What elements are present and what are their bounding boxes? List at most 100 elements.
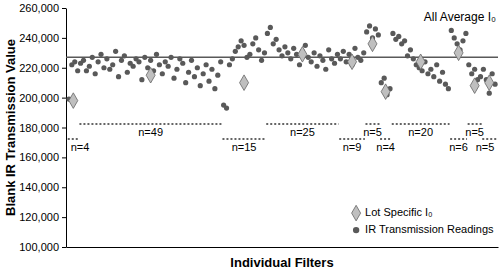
y-tick: 160,000 [19, 151, 66, 163]
series-0 [69, 36, 494, 108]
reading-point [434, 62, 439, 67]
reading-point [265, 31, 270, 36]
reading-point [268, 25, 273, 30]
y-tick-label: 220,000 [19, 62, 59, 74]
y-tick-mark [62, 8, 66, 9]
reading-point [142, 55, 147, 60]
reading-point [201, 71, 206, 76]
reading-point [230, 56, 235, 61]
lot-marker [368, 36, 377, 52]
reading-point [449, 28, 454, 33]
y-tick: 100,000 [19, 241, 66, 253]
reading-point [189, 58, 194, 63]
reading-point [236, 44, 241, 49]
group-line [266, 123, 338, 125]
lot-marker [69, 93, 78, 109]
reading-point [285, 50, 290, 55]
reading-point [198, 83, 203, 88]
reading-point [478, 74, 483, 79]
reading-point [174, 67, 179, 72]
y-tick-label: 100,000 [19, 241, 59, 253]
reading-point [341, 49, 346, 54]
reading-point [256, 47, 261, 52]
reading-point [87, 64, 92, 69]
reading-point [274, 37, 279, 42]
reading-point [463, 31, 468, 36]
group-line [482, 138, 496, 140]
chart-svg: 100,000120,000140,000160,000180,000200,0… [0, 0, 500, 275]
reading-point [405, 53, 410, 58]
reading-point [90, 55, 95, 60]
reading-point [122, 53, 127, 58]
reading-point [186, 70, 191, 75]
reading-point [125, 70, 130, 75]
reading-point [452, 35, 457, 40]
y-tick-mark [62, 157, 66, 158]
reading-point [472, 67, 477, 72]
y-tick-mark [62, 38, 66, 39]
reading-point [481, 67, 486, 72]
reference-label: All Average I₀ [424, 10, 496, 24]
reading-point [402, 38, 407, 43]
x-axis-line [67, 247, 499, 248]
legend: Lot Specific I₀IR Transmission Readings [352, 205, 494, 235]
reading-point [332, 61, 337, 66]
reading-point [309, 59, 314, 64]
reading-point [373, 26, 378, 31]
reading-point [139, 77, 144, 82]
reading-point [338, 56, 343, 61]
reading-point [136, 59, 141, 64]
y-tick-label: 260,000 [19, 2, 59, 14]
y-tick-label: 140,000 [19, 181, 59, 193]
reading-point [212, 86, 217, 91]
lot-marker [348, 54, 357, 70]
lot-marker [146, 67, 155, 83]
reading-point [157, 62, 162, 67]
reading-point [390, 31, 395, 36]
legend-item: IR Transmission Readings [353, 223, 494, 235]
reading-point [352, 46, 357, 51]
y-tick: 240,000 [19, 32, 66, 44]
reading-point [227, 62, 232, 67]
reading-point [288, 56, 293, 61]
reading-point [224, 105, 229, 110]
reading-point [425, 71, 430, 76]
reading-point [209, 67, 214, 72]
group-label: n=5 [363, 126, 382, 138]
reading-point [192, 74, 197, 79]
series-1 [66, 23, 497, 110]
y-axis-line [66, 9, 67, 248]
reading-point [364, 29, 369, 34]
reading-point [116, 74, 121, 79]
reading-point [154, 52, 159, 57]
chart-container: 100,000120,000140,000160,000180,000200,0… [0, 0, 500, 275]
group-label: n=4 [376, 141, 395, 153]
reading-point [411, 56, 416, 61]
group-line [68, 138, 79, 140]
reading-point [297, 62, 302, 67]
legend-marker [352, 205, 361, 221]
reading-point [437, 79, 442, 84]
y-axis-title: Blank IR Transmission Value [3, 39, 18, 216]
reading-point [335, 52, 340, 57]
reading-point [276, 47, 281, 52]
reading-point [160, 71, 165, 76]
reading-point [329, 56, 334, 61]
y-axis: 100,000120,000140,000160,000180,000200,0… [19, 2, 66, 253]
reading-point [250, 41, 255, 46]
reading-point [110, 62, 115, 67]
reading-point [247, 52, 252, 57]
reading-point [314, 64, 319, 69]
reading-point [168, 55, 173, 60]
group-label: n=25 [290, 126, 315, 138]
x-axis [67, 247, 499, 248]
group-label: n=4 [71, 141, 90, 153]
reading-point [326, 47, 331, 52]
group-label: n=20 [408, 126, 433, 138]
reading-point [206, 79, 211, 84]
y-tick-mark [62, 187, 66, 188]
group-label: n=5 [465, 126, 484, 138]
reading-point [279, 53, 284, 58]
reading-point [96, 59, 101, 64]
y-tick-label: 240,000 [19, 32, 59, 44]
